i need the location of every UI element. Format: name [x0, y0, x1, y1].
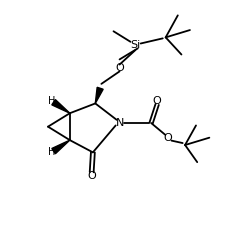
Text: N: N	[115, 118, 124, 128]
Text: Si: Si	[130, 40, 141, 50]
Text: O: O	[153, 96, 162, 106]
Polygon shape	[52, 100, 70, 113]
Text: O: O	[164, 133, 173, 143]
Text: H: H	[48, 147, 55, 157]
Text: H: H	[48, 96, 55, 106]
Text: O: O	[87, 170, 96, 181]
Polygon shape	[52, 140, 70, 154]
Polygon shape	[95, 87, 103, 103]
Text: O: O	[115, 63, 124, 73]
